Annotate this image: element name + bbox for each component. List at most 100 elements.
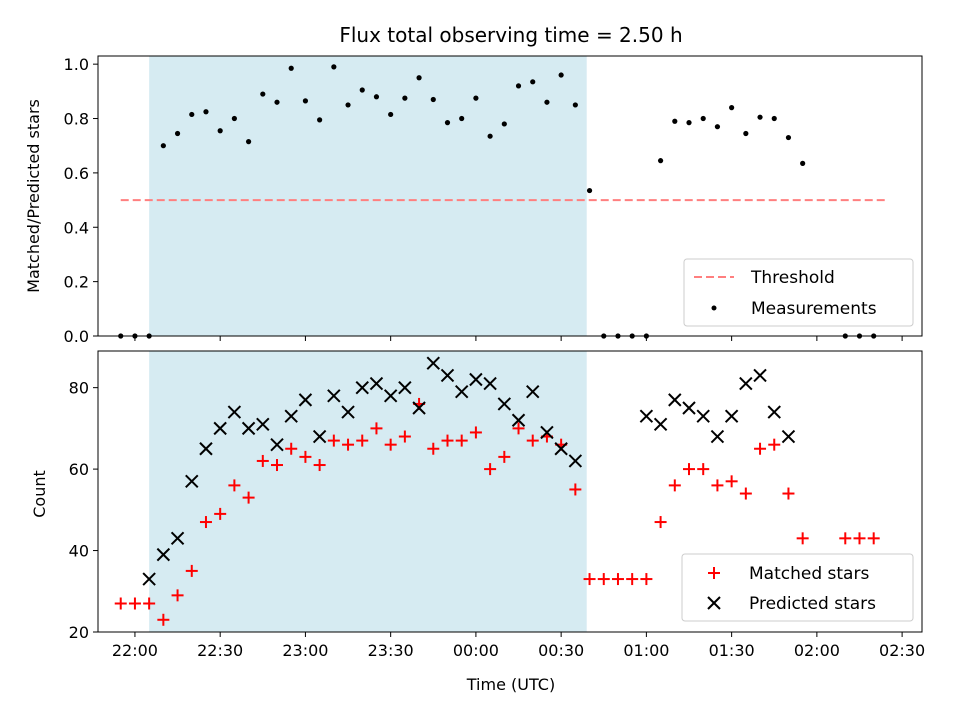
measurement-point bbox=[174, 130, 181, 137]
count-legend-box bbox=[681, 553, 914, 622]
matched-stars-point bbox=[853, 532, 866, 545]
x-tick-label: 00:00 bbox=[453, 641, 499, 660]
measurement-point bbox=[373, 94, 380, 100]
measurement-point bbox=[672, 118, 678, 124]
ratio-y-ticks: 0.0 0.2 0.4 0.6 0.8 1.0 bbox=[64, 55, 98, 346]
matched-stars-point bbox=[271, 459, 284, 472]
x-axis-label: Time (UTC) bbox=[466, 675, 555, 694]
count-panel: 22:00 22:30 23:00 23:30 00:00 00:30 01:00 01:30… bbox=[30, 350, 925, 694]
measurement-points bbox=[118, 64, 877, 339]
predicted-stars-point bbox=[227, 405, 242, 419]
ratio-plot-frame bbox=[97, 55, 923, 337]
count-legend: Matched stars Predicted stars bbox=[681, 553, 914, 622]
y-tick-label: 0.0 bbox=[64, 327, 89, 346]
measurement-point bbox=[388, 111, 394, 118]
matched-stars-point bbox=[640, 573, 653, 586]
predicted-stars-point bbox=[454, 385, 469, 399]
predicted-stars-point bbox=[710, 429, 725, 444]
y-tick-label: 20 bbox=[69, 623, 89, 642]
matched-stars-point bbox=[611, 573, 624, 586]
matched-stars-point bbox=[242, 491, 255, 504]
predicted-stars-point bbox=[668, 393, 682, 407]
matched-stars-point bbox=[384, 438, 397, 451]
y-tick-label: 0.4 bbox=[64, 218, 89, 237]
measurement-point bbox=[274, 99, 280, 105]
measurement-point bbox=[288, 65, 294, 71]
measurement-point bbox=[714, 124, 721, 130]
predicted-stars-point bbox=[682, 401, 696, 415]
observing-window-shade-bottom bbox=[149, 351, 587, 632]
matched-stars-point bbox=[668, 479, 681, 492]
matched-stars-point bbox=[342, 438, 355, 451]
matched-stars-point bbox=[199, 516, 212, 529]
x-tick-label: 22:30 bbox=[197, 641, 243, 660]
measurement-point bbox=[686, 120, 692, 126]
measurement-point bbox=[459, 115, 465, 122]
predicted-stars-point bbox=[369, 376, 384, 391]
x-tick-label: 02:00 bbox=[794, 641, 840, 660]
observing-window-band bbox=[149, 56, 587, 336]
count-x-ticks: 22:00 22:30 23:00 23:30 00:00 00:30 01:00 01:30… bbox=[112, 632, 925, 660]
measurement-point bbox=[743, 130, 749, 137]
measurement-point bbox=[800, 160, 806, 166]
measurement-point bbox=[302, 98, 309, 104]
predicted-stars-point bbox=[412, 401, 426, 415]
ratio-panel: 0.0 0.2 0.4 0.6 0.8 1.0 Flux total observing … bbox=[24, 23, 923, 346]
predicted-stars-point bbox=[540, 425, 554, 440]
measurement-point bbox=[771, 115, 777, 122]
predicted-stars-point bbox=[440, 368, 455, 383]
predicted-stars-point bbox=[483, 376, 497, 391]
measurement-point bbox=[473, 95, 479, 101]
measurement-point bbox=[189, 111, 195, 118]
measurement-point bbox=[231, 115, 237, 122]
predicted-stars-point bbox=[526, 385, 540, 399]
matched-stars-point bbox=[469, 426, 482, 439]
measurement-point bbox=[544, 99, 550, 105]
predicted-stars-point bbox=[724, 409, 739, 423]
measurement-point bbox=[317, 117, 323, 123]
matched-stars-point bbox=[526, 434, 539, 447]
predicted-stars-point bbox=[156, 547, 171, 562]
y-tick-label: 40 bbox=[69, 542, 89, 561]
matched-stars-point bbox=[256, 454, 269, 467]
y-tick-label: 0.6 bbox=[64, 164, 89, 183]
predicted-stars-point bbox=[511, 413, 526, 427]
matched-stars-point bbox=[299, 450, 312, 463]
measurement-point bbox=[785, 134, 792, 141]
legend-matched-label: Matched stars bbox=[749, 564, 869, 584]
matched-stars-point bbox=[427, 442, 440, 455]
matched-stars-point bbox=[398, 430, 411, 443]
measurement-point bbox=[260, 91, 266, 97]
measurement-point bbox=[217, 128, 223, 134]
observing-window-band bbox=[149, 351, 587, 632]
predicted-stars-point bbox=[341, 405, 355, 419]
measurement-point bbox=[487, 133, 493, 139]
x-tick-label: 23:00 bbox=[282, 641, 328, 660]
ratio-y-axis-label: Matched/Predicted stars bbox=[24, 99, 43, 293]
y-tick-label: 0.2 bbox=[64, 273, 89, 292]
measurement-point bbox=[345, 102, 351, 108]
x-tick-label: 01:00 bbox=[623, 641, 669, 660]
count-points bbox=[114, 356, 880, 626]
matched-stars-point bbox=[867, 532, 880, 545]
measurement-point bbox=[530, 79, 536, 85]
matched-stars-point bbox=[768, 438, 781, 451]
matched-stars-point bbox=[739, 487, 752, 500]
measurement-point bbox=[331, 64, 337, 70]
matched-stars-point bbox=[356, 434, 369, 447]
ratio-x-ticks bbox=[134, 336, 903, 341]
matched-stars-point bbox=[711, 479, 724, 492]
matched-stars-point bbox=[214, 507, 227, 520]
matched-stars-point bbox=[512, 422, 525, 435]
predicted-stars-point bbox=[753, 368, 767, 383]
count-y-ticks: 20 40 60 80 bbox=[69, 379, 98, 642]
measurement-point bbox=[245, 139, 252, 145]
matched-stars-point bbox=[441, 434, 454, 447]
predicted-stars-point bbox=[213, 421, 227, 436]
matched-stars-point bbox=[796, 532, 809, 545]
matched-stars-point bbox=[157, 613, 170, 626]
matched-stars-point bbox=[484, 463, 497, 476]
measurement-point bbox=[729, 105, 735, 111]
predicted-stars-point bbox=[497, 397, 512, 411]
matched-stars-point bbox=[498, 450, 511, 463]
